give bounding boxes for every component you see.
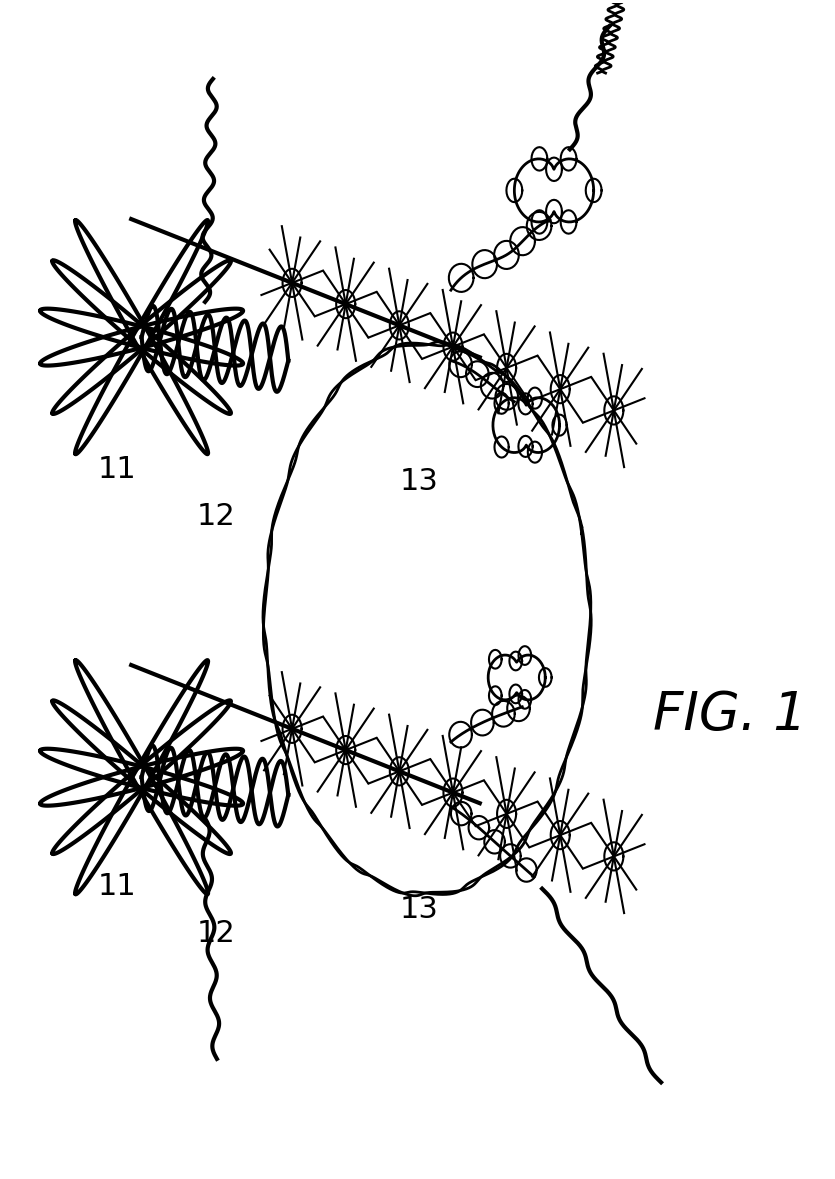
Text: 13: 13 [399, 467, 438, 495]
Text: 13: 13 [399, 895, 438, 924]
Text: FIG. 1: FIG. 1 [652, 690, 806, 742]
Text: 11: 11 [98, 455, 137, 485]
Text: 11: 11 [98, 871, 137, 901]
Text: 12: 12 [197, 502, 235, 531]
Text: 12: 12 [197, 918, 235, 948]
